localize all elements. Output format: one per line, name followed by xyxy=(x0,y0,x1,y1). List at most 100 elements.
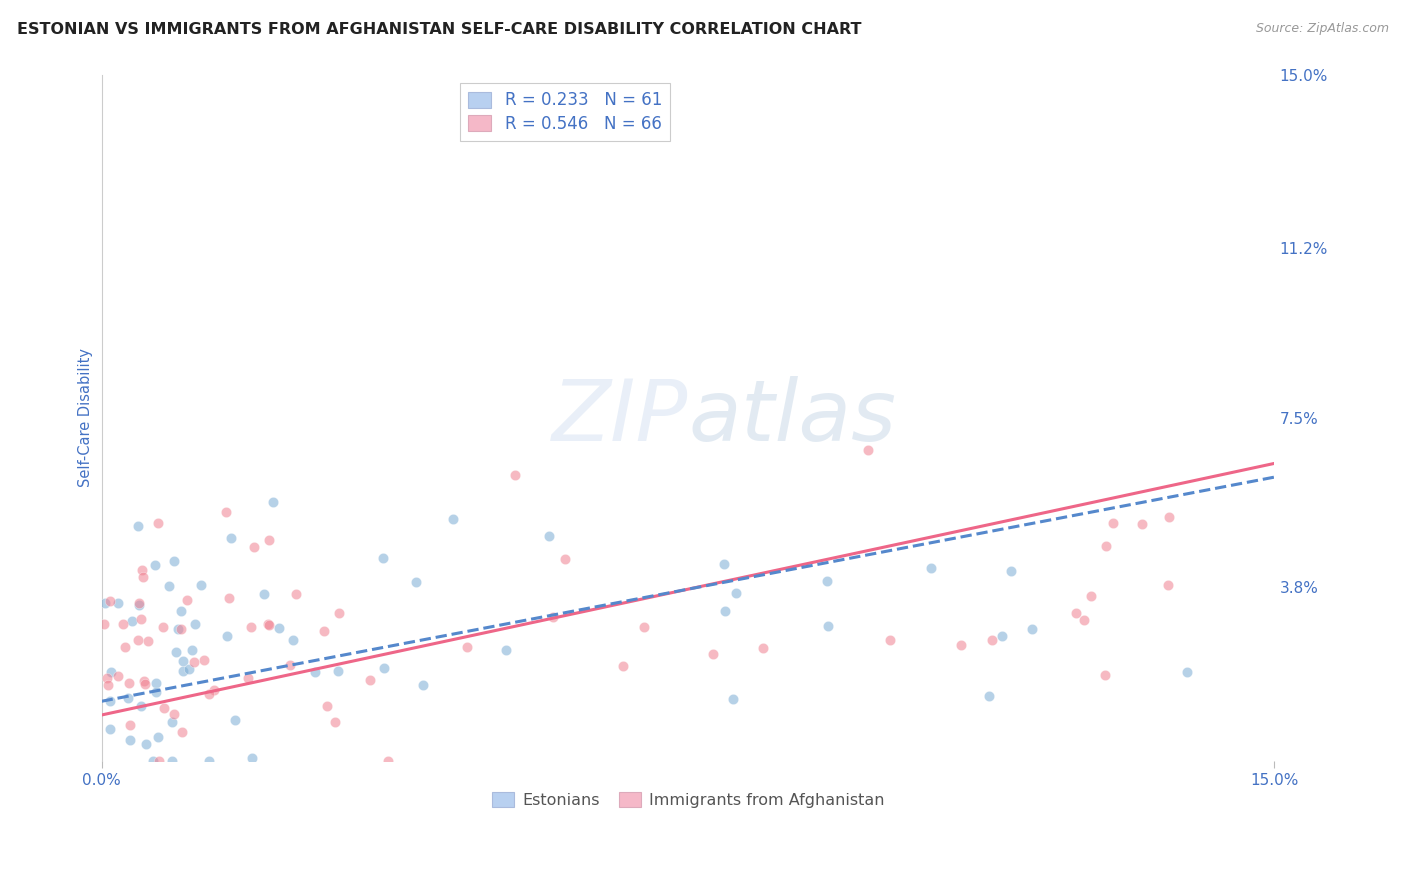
Point xyxy=(713,557,735,571)
Point xyxy=(152,620,174,634)
Point xyxy=(128,598,150,612)
Point xyxy=(238,671,260,685)
Point xyxy=(1064,606,1087,620)
Point xyxy=(359,673,381,687)
Point xyxy=(879,633,901,648)
Point xyxy=(495,643,517,657)
Point xyxy=(157,579,180,593)
Point xyxy=(145,676,167,690)
Point xyxy=(325,714,347,729)
Point xyxy=(224,714,246,728)
Point xyxy=(980,633,1002,648)
Point xyxy=(170,604,193,618)
Point xyxy=(181,642,204,657)
Point xyxy=(554,552,576,566)
Point xyxy=(815,574,838,588)
Point xyxy=(107,596,129,610)
Point xyxy=(257,617,280,632)
Point xyxy=(312,624,335,638)
Point xyxy=(198,687,221,701)
Point xyxy=(1000,564,1022,578)
Point xyxy=(100,665,122,679)
Point xyxy=(920,560,942,574)
Point xyxy=(1080,589,1102,603)
Point xyxy=(441,512,464,526)
Point xyxy=(184,617,207,632)
Point xyxy=(134,677,156,691)
Text: Source: ZipAtlas.com: Source: ZipAtlas.com xyxy=(1256,22,1389,36)
Point xyxy=(725,586,748,600)
Point xyxy=(121,614,143,628)
Point xyxy=(541,610,564,624)
Point xyxy=(1157,510,1180,524)
Point xyxy=(198,754,221,768)
Point xyxy=(132,673,155,688)
Point xyxy=(979,689,1001,703)
Point xyxy=(145,685,167,699)
Point xyxy=(373,661,395,675)
Point xyxy=(1130,516,1153,531)
Point xyxy=(215,505,238,519)
Point xyxy=(129,612,152,626)
Point xyxy=(328,606,350,620)
Point xyxy=(714,604,737,618)
Point xyxy=(193,653,215,667)
Point xyxy=(118,733,141,747)
Point xyxy=(117,675,139,690)
Point xyxy=(304,665,326,679)
Point xyxy=(456,640,478,654)
Point xyxy=(240,620,263,634)
Point xyxy=(93,616,115,631)
Point xyxy=(165,645,187,659)
Point xyxy=(172,664,194,678)
Point xyxy=(100,694,122,708)
Point xyxy=(127,633,149,648)
Point xyxy=(93,596,115,610)
Point xyxy=(169,622,191,636)
Point xyxy=(281,633,304,648)
Point xyxy=(285,587,308,601)
Point xyxy=(160,754,183,768)
Point xyxy=(131,563,153,577)
Point xyxy=(257,533,280,547)
Point xyxy=(176,593,198,607)
Point xyxy=(190,578,212,592)
Point xyxy=(1094,540,1116,554)
Text: ESTONIAN VS IMMIGRANTS FROM AFGHANISTAN SELF-CARE DISABILITY CORRELATION CHART: ESTONIAN VS IMMIGRANTS FROM AFGHANISTAN … xyxy=(17,22,862,37)
Point xyxy=(326,665,349,679)
Point xyxy=(412,678,434,692)
Point xyxy=(163,554,186,568)
Point xyxy=(1157,578,1180,592)
Point xyxy=(1102,516,1125,530)
Point xyxy=(98,723,121,737)
Point xyxy=(1021,623,1043,637)
Point xyxy=(218,591,240,605)
Point xyxy=(405,575,427,590)
Point xyxy=(856,442,879,457)
Point xyxy=(633,620,655,634)
Point xyxy=(97,678,120,692)
Point xyxy=(278,658,301,673)
Point xyxy=(136,634,159,648)
Point xyxy=(316,698,339,713)
Point xyxy=(135,737,157,751)
Point xyxy=(1175,665,1198,679)
Point xyxy=(221,531,243,545)
Point xyxy=(172,654,194,668)
Point xyxy=(503,468,526,483)
Point xyxy=(120,717,142,731)
Point xyxy=(262,494,284,508)
Point xyxy=(183,655,205,669)
Point xyxy=(114,640,136,654)
Text: atlas: atlas xyxy=(688,376,896,459)
Point xyxy=(98,593,121,607)
Point xyxy=(177,662,200,676)
Point xyxy=(217,629,239,643)
Point xyxy=(202,683,225,698)
Point xyxy=(128,596,150,610)
Point xyxy=(371,550,394,565)
Point xyxy=(132,570,155,584)
Legend: Estonians, Immigrants from Afghanistan: Estonians, Immigrants from Afghanistan xyxy=(485,786,891,814)
Point xyxy=(131,699,153,714)
Point xyxy=(702,648,724,662)
